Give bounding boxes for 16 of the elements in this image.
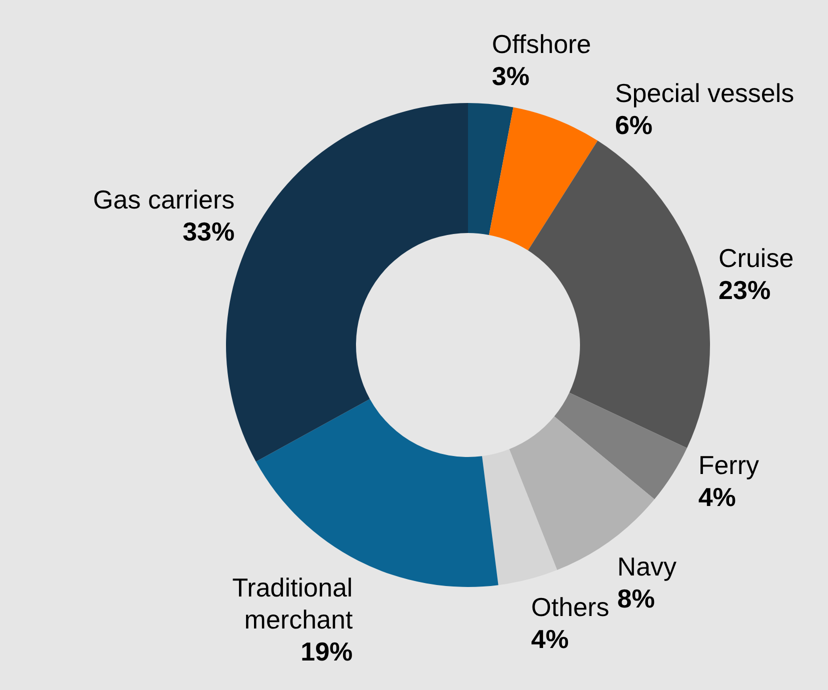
slice-label: Offshore xyxy=(492,29,592,60)
slice-label: Ferry xyxy=(698,450,759,480)
data-label: 8% xyxy=(617,583,655,614)
slice-label: Gas carriers xyxy=(93,184,235,215)
slice-label: Navy xyxy=(617,551,677,582)
slice-label: Others xyxy=(531,592,610,622)
data-label: 4% xyxy=(531,624,569,654)
data-label: 3% xyxy=(492,61,530,92)
data-label: 6% xyxy=(614,110,653,140)
data-label: 4% xyxy=(698,482,736,512)
slice-label: Traditional merchant xyxy=(232,572,354,634)
data-label: 23% xyxy=(718,275,771,306)
data-label: 19% xyxy=(300,636,353,666)
slice-label: Special vessels xyxy=(614,78,794,108)
slice-label: Cruise xyxy=(718,243,794,274)
data-label: 33% xyxy=(182,216,235,247)
